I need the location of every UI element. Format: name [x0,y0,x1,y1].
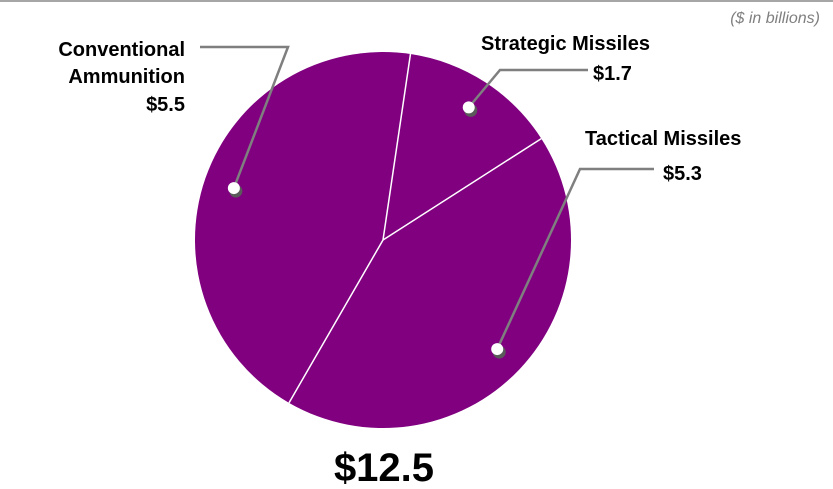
total-label: $12.5 [334,446,434,489]
slice-name-1-line-0: Strategic Missiles [481,33,650,55]
slice-labels: Conventional Ammunition $5.5 Strategic Miss… [58,33,741,185]
slice-value-1: $1.7 [593,63,632,85]
leader-line-2 [496,167,654,350]
units-note: ($ in billions) [730,10,820,27]
slice-value-0: $5.5 [146,94,185,116]
slice-separator-2 [382,137,542,241]
slice-separators [288,53,542,404]
pie-slice-0 [195,51,411,403]
slice-value-2: $5.3 [663,163,702,185]
slice-name-0-line-1: Ammunition [68,66,185,88]
leader-marker-2 [491,343,504,356]
leader-line-1 [467,68,588,109]
pie-slice-1 [383,54,542,240]
leader-lines [200,45,654,359]
slice-separator-0 [288,239,384,404]
leader-marker-0 [227,182,240,195]
slice-name-2-line-0: Tactical Missiles [585,128,741,150]
slice-name-0-line-0: Conventional [58,39,185,61]
leader-line-0 [200,45,290,189]
leader-marker-1 [462,101,475,114]
slice-separator-1 [382,53,412,241]
